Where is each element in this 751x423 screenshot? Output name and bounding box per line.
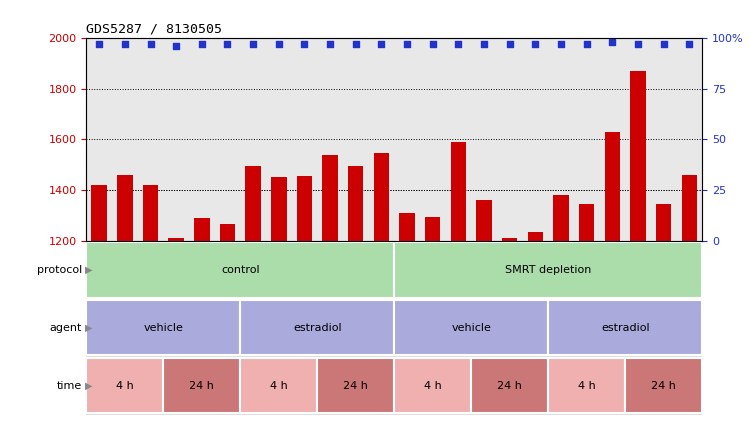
Point [658, 41, 670, 47]
Point [683, 41, 695, 47]
Text: ▶: ▶ [85, 265, 92, 275]
Bar [528, 232, 543, 423]
Text: 24 h: 24 h [651, 381, 676, 390]
Bar [579, 204, 595, 423]
Bar [472, 358, 548, 413]
Bar [86, 242, 394, 297]
Point [581, 41, 593, 47]
Point [273, 41, 285, 47]
Point [298, 41, 310, 47]
Point [350, 41, 362, 47]
Text: SMRT depletion: SMRT depletion [505, 265, 592, 275]
Bar [322, 155, 338, 423]
Point [504, 41, 516, 47]
Text: 4 h: 4 h [578, 381, 596, 390]
Bar [394, 300, 548, 355]
Bar [425, 217, 440, 423]
Point [247, 41, 259, 47]
Bar [220, 224, 235, 423]
Bar [246, 166, 261, 423]
Bar [240, 300, 394, 355]
Bar [374, 154, 389, 423]
Point [632, 41, 644, 47]
Bar [271, 177, 286, 423]
Point [222, 41, 234, 47]
Bar [605, 132, 620, 423]
Text: 24 h: 24 h [343, 381, 368, 390]
Bar [297, 176, 312, 423]
Bar [168, 238, 184, 423]
Point [478, 41, 490, 47]
Text: time: time [56, 381, 82, 390]
Text: ▶: ▶ [85, 323, 92, 332]
Bar [348, 166, 363, 423]
Bar [117, 175, 133, 423]
Text: 4 h: 4 h [116, 381, 134, 390]
Text: ▶: ▶ [85, 381, 92, 390]
Point [93, 41, 105, 47]
Text: 4 h: 4 h [270, 381, 288, 390]
Text: 24 h: 24 h [189, 381, 214, 390]
Bar [656, 204, 671, 423]
Bar [240, 358, 318, 413]
Bar [92, 185, 107, 423]
Text: protocol: protocol [37, 265, 82, 275]
Bar [553, 195, 569, 423]
Bar [548, 358, 625, 413]
Text: control: control [221, 265, 260, 275]
Bar [195, 218, 210, 423]
Bar [86, 358, 164, 413]
Text: estradiol: estradiol [601, 323, 650, 332]
Point [401, 41, 413, 47]
Bar [682, 175, 697, 423]
Bar [400, 213, 415, 423]
Point [170, 43, 182, 49]
Point [555, 41, 567, 47]
Bar [318, 358, 394, 413]
Text: vehicle: vehicle [143, 323, 183, 332]
Text: GDS5287 / 8130505: GDS5287 / 8130505 [86, 22, 222, 36]
Point [376, 41, 388, 47]
Point [324, 41, 336, 47]
Point [427, 41, 439, 47]
Bar [625, 358, 702, 413]
Bar [548, 300, 702, 355]
Point [144, 41, 156, 47]
Bar [502, 238, 517, 423]
Bar [86, 300, 240, 355]
Bar [394, 358, 472, 413]
Text: vehicle: vehicle [451, 323, 491, 332]
Bar [143, 185, 158, 423]
Bar [630, 71, 646, 423]
Point [452, 41, 464, 47]
Bar [451, 142, 466, 423]
Text: estradiol: estradiol [293, 323, 342, 332]
Bar [164, 358, 240, 413]
Bar [476, 200, 492, 423]
Text: agent: agent [50, 323, 82, 332]
Point [196, 41, 208, 47]
Point [529, 41, 541, 47]
Text: 24 h: 24 h [497, 381, 522, 390]
Point [606, 39, 618, 46]
Text: 4 h: 4 h [424, 381, 442, 390]
Point [119, 41, 131, 47]
Bar [394, 242, 702, 297]
